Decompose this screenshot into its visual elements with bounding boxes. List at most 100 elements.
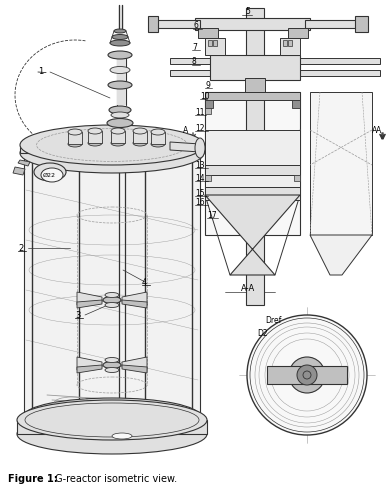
Ellipse shape <box>110 40 130 46</box>
Polygon shape <box>205 38 225 55</box>
Text: 3: 3 <box>75 311 80 320</box>
Polygon shape <box>24 145 200 416</box>
Polygon shape <box>355 16 368 32</box>
Polygon shape <box>17 420 207 434</box>
Text: 4: 4 <box>142 278 147 287</box>
Ellipse shape <box>17 414 207 454</box>
Text: 2: 2 <box>18 244 23 252</box>
Text: D2: D2 <box>257 329 267 337</box>
Polygon shape <box>20 145 204 153</box>
Ellipse shape <box>20 125 204 165</box>
Polygon shape <box>155 20 200 28</box>
Bar <box>205 108 211 114</box>
Ellipse shape <box>105 292 119 297</box>
Bar <box>133 131 147 143</box>
Ellipse shape <box>105 368 119 372</box>
Polygon shape <box>205 187 300 200</box>
Polygon shape <box>77 357 102 370</box>
Bar <box>151 132 165 144</box>
Polygon shape <box>77 300 102 308</box>
Ellipse shape <box>112 433 132 439</box>
Circle shape <box>289 357 325 393</box>
Ellipse shape <box>17 400 207 440</box>
Polygon shape <box>205 165 300 175</box>
Polygon shape <box>18 160 30 166</box>
Text: 14: 14 <box>195 173 205 182</box>
Ellipse shape <box>133 140 147 146</box>
Ellipse shape <box>24 398 200 434</box>
Polygon shape <box>117 55 126 105</box>
Text: A-A: A-A <box>241 284 255 292</box>
Ellipse shape <box>105 358 119 363</box>
Ellipse shape <box>111 128 125 134</box>
Ellipse shape <box>107 119 133 127</box>
Ellipse shape <box>110 67 130 74</box>
Ellipse shape <box>68 141 82 147</box>
Ellipse shape <box>112 35 128 40</box>
Polygon shape <box>205 195 300 275</box>
Polygon shape <box>305 20 360 28</box>
Polygon shape <box>122 357 147 370</box>
Polygon shape <box>210 55 300 80</box>
Polygon shape <box>122 292 147 305</box>
Text: 1: 1 <box>38 68 43 77</box>
Polygon shape <box>310 92 372 235</box>
Polygon shape <box>245 78 265 92</box>
Polygon shape <box>205 92 300 235</box>
Text: 15: 15 <box>195 189 205 198</box>
Ellipse shape <box>88 128 102 134</box>
Ellipse shape <box>41 168 63 182</box>
Text: A: A <box>376 125 381 134</box>
Ellipse shape <box>108 51 132 59</box>
Polygon shape <box>246 8 264 305</box>
Polygon shape <box>77 292 102 305</box>
Ellipse shape <box>20 133 204 173</box>
Polygon shape <box>170 70 380 76</box>
Ellipse shape <box>88 140 102 146</box>
Bar <box>205 175 211 181</box>
Bar <box>292 100 300 108</box>
Ellipse shape <box>25 403 199 437</box>
Polygon shape <box>77 365 102 373</box>
Polygon shape <box>195 18 310 30</box>
Polygon shape <box>122 365 147 373</box>
Polygon shape <box>170 58 380 64</box>
Circle shape <box>303 371 311 379</box>
Text: 13: 13 <box>195 161 205 169</box>
Polygon shape <box>205 130 300 165</box>
Text: 5: 5 <box>245 7 251 16</box>
Ellipse shape <box>34 163 66 181</box>
Ellipse shape <box>103 296 121 303</box>
Polygon shape <box>122 300 147 308</box>
Bar <box>205 100 213 108</box>
Polygon shape <box>280 38 300 55</box>
Text: Ø22: Ø22 <box>43 172 56 177</box>
Ellipse shape <box>195 138 205 158</box>
Text: 17: 17 <box>207 210 217 219</box>
Polygon shape <box>13 167 25 175</box>
Text: Dref: Dref <box>265 316 281 325</box>
Bar <box>208 40 212 46</box>
Bar <box>213 40 217 46</box>
Bar <box>294 175 300 181</box>
Circle shape <box>247 315 367 435</box>
Ellipse shape <box>111 112 129 118</box>
Text: 6: 6 <box>193 22 198 31</box>
Bar <box>68 132 82 144</box>
Polygon shape <box>205 175 300 187</box>
Text: 16: 16 <box>195 198 205 206</box>
Ellipse shape <box>133 128 147 134</box>
Text: A: A <box>372 125 377 134</box>
Text: 9: 9 <box>205 81 210 89</box>
Text: 11: 11 <box>195 108 205 117</box>
Text: A: A <box>183 125 188 134</box>
Text: G-reactor isometric view.: G-reactor isometric view. <box>52 474 177 484</box>
Circle shape <box>297 365 317 385</box>
Polygon shape <box>267 366 347 384</box>
Ellipse shape <box>109 106 131 114</box>
Polygon shape <box>288 28 308 38</box>
Ellipse shape <box>108 81 132 89</box>
Ellipse shape <box>103 362 121 369</box>
Bar <box>88 131 102 143</box>
Text: 12: 12 <box>195 124 205 132</box>
